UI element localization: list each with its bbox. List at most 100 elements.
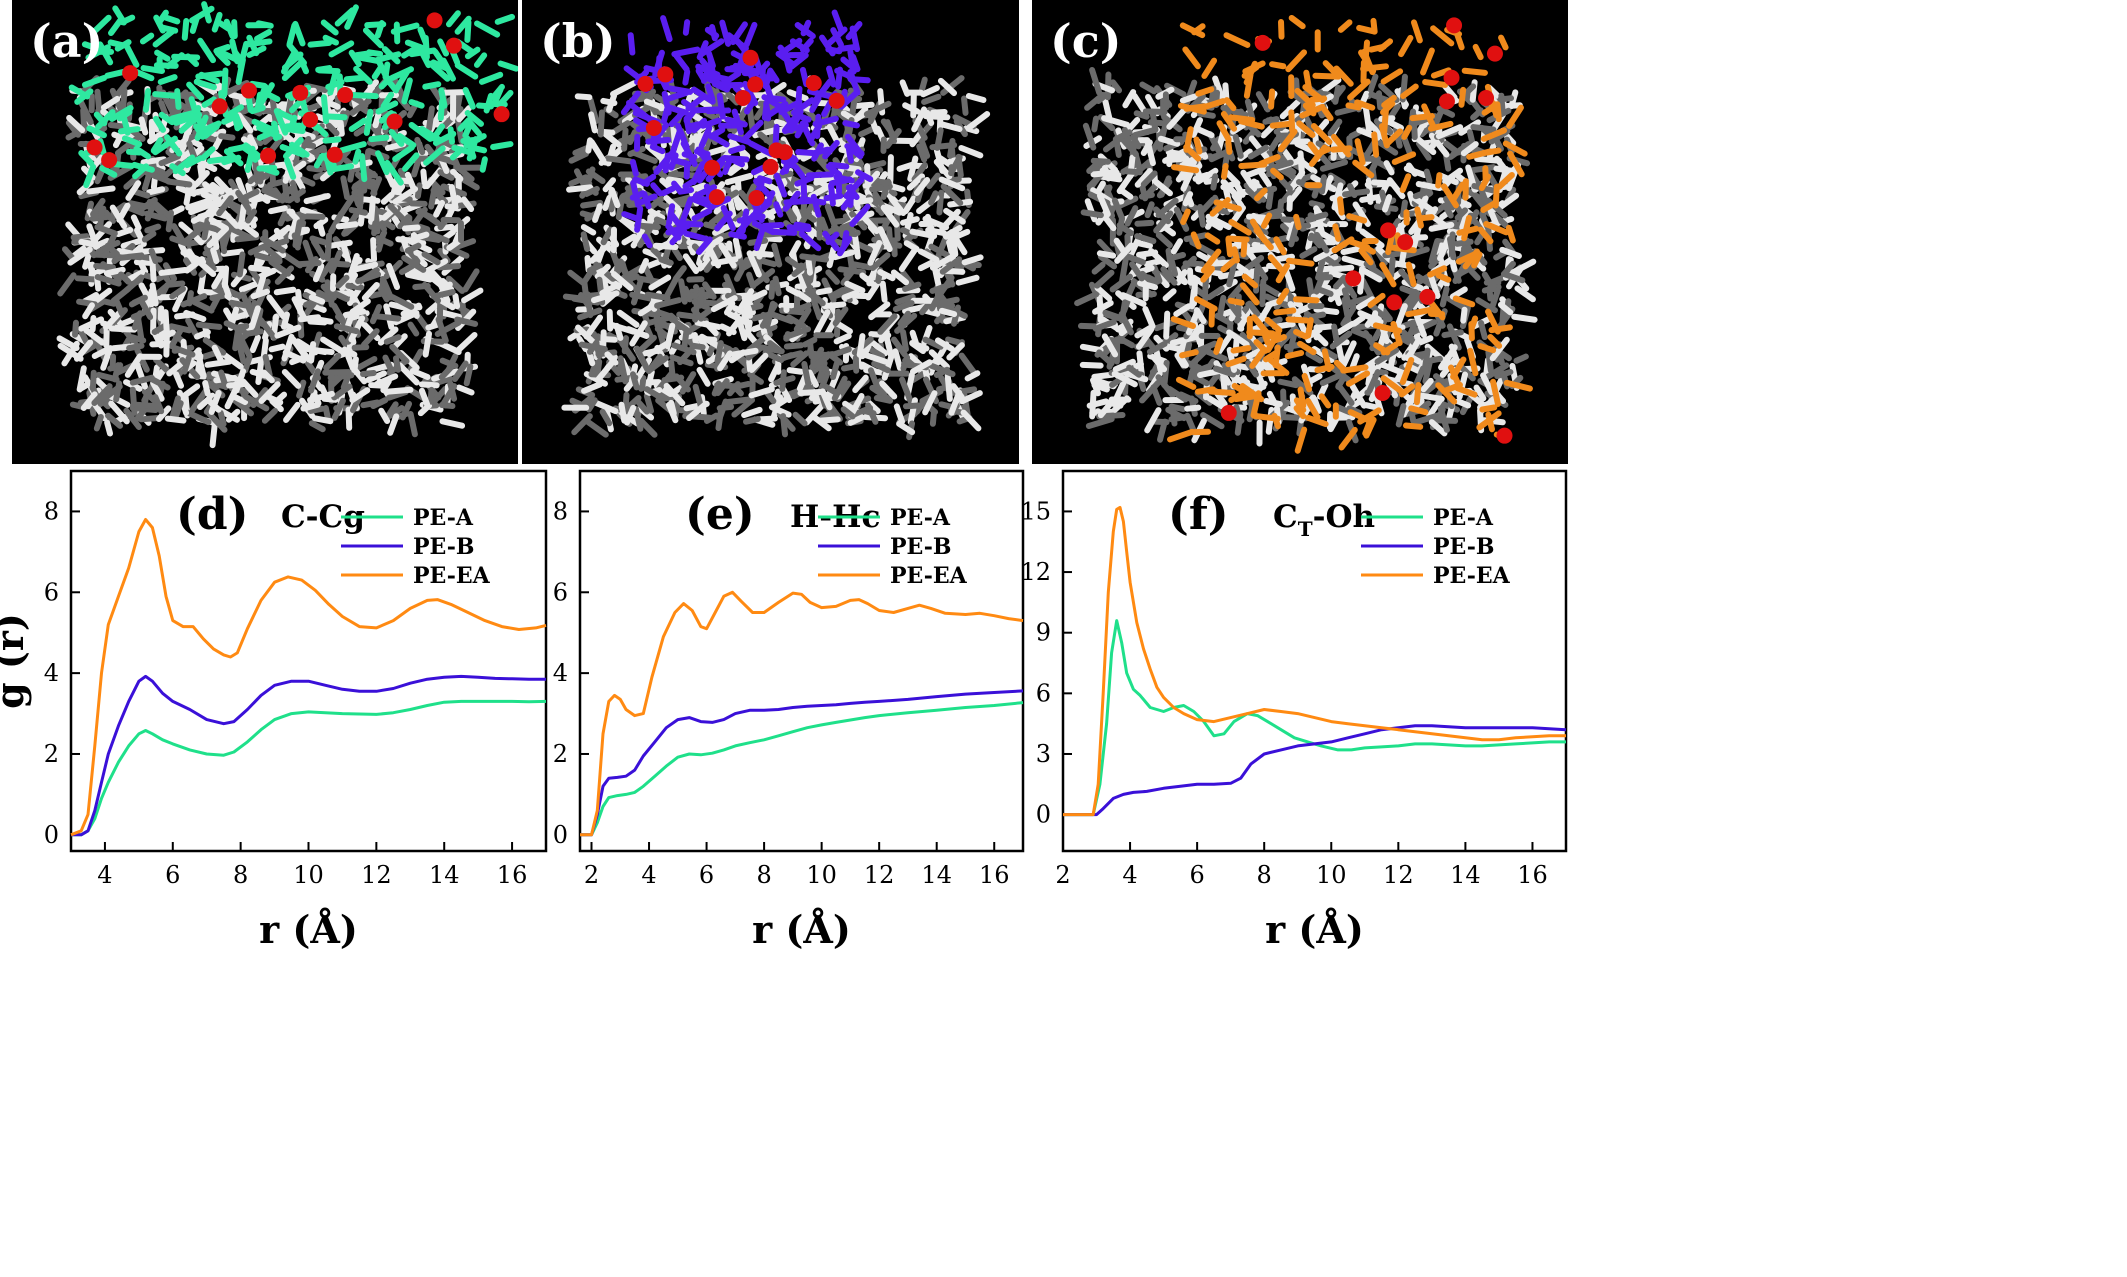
x-tick-label: 10: [1316, 861, 1347, 889]
legend-label: PE-EA: [890, 563, 968, 589]
oxygen-atom: [445, 37, 462, 54]
oxygen-atom: [742, 49, 759, 66]
oxygen-atom: [776, 144, 793, 161]
x-tick-label: 2: [1055, 861, 1070, 889]
oxygen-atom: [657, 66, 674, 83]
oxygen-atom: [1397, 234, 1414, 251]
oxygen-atom: [734, 89, 751, 106]
series-line-pe-ea: [580, 590, 1024, 837]
oxygen-atom: [386, 113, 403, 130]
x-tick-label: 12: [864, 861, 895, 889]
y-tick-label: 0: [44, 821, 59, 849]
series-line-pe-b: [580, 689, 1024, 837]
x-tick-label: 6: [1189, 861, 1204, 889]
y-tick-label: 6: [1036, 679, 1051, 707]
x-tick-label: 8: [1257, 861, 1272, 889]
panel-label-a: (a): [30, 14, 104, 68]
oxygen-atom: [211, 98, 228, 115]
x-tick-label: 4: [1122, 861, 1137, 889]
oxygen-atom: [86, 139, 103, 156]
x-tick-label: 12: [1383, 861, 1414, 889]
x-tick-label: 4: [641, 861, 656, 889]
oxygen-atom: [1443, 69, 1460, 86]
panel-label-c: (c): [1050, 14, 1122, 68]
oxygen-atom: [337, 87, 354, 104]
x-tick-label: 16: [979, 861, 1010, 889]
series-line-pe-a: [580, 701, 1024, 837]
x-tick-label: 8: [756, 861, 771, 889]
y-tick-label: 3: [1036, 740, 1051, 768]
snapshot-panel-a: (a): [12, 0, 518, 464]
legend-label: PE-A: [413, 505, 474, 531]
snapshot-panel-b: (b): [522, 0, 1019, 464]
x-tick-label: 16: [497, 861, 528, 889]
functional-group-sticks: [1167, 14, 1533, 454]
y-tick-label: 4: [44, 659, 59, 687]
oxygen-atom: [748, 189, 765, 206]
panel-label-b: (b): [540, 14, 616, 68]
x-tick-label: 4: [97, 861, 112, 889]
x-tick-label: 14: [429, 861, 460, 889]
legend-label: PE-A: [1433, 505, 1494, 531]
plot-frame: [1061, 469, 1568, 853]
oxygen-atom: [747, 76, 764, 93]
x-tick-label: 12: [361, 861, 392, 889]
functional-group-sticks: [68, 1, 518, 189]
panel-label: (f): [1168, 489, 1229, 540]
legend-label: PE-A: [890, 505, 951, 531]
chart-title: CT-Oh: [1273, 499, 1375, 541]
y-axis-label: g (r): [0, 613, 32, 709]
x-axis-label: r (Å): [1265, 907, 1364, 952]
snapshot-panel-c: (c): [1032, 0, 1568, 464]
y-tick-label: 8: [44, 497, 59, 525]
y-tick-label: 6: [44, 578, 59, 606]
oxygen-atom: [1380, 222, 1397, 239]
oxygen-atom: [1438, 93, 1455, 110]
oxygen-atom: [708, 189, 725, 206]
oxygen-atom: [1419, 288, 1436, 305]
legend-label: PE-EA: [413, 563, 491, 589]
oxygen-atom: [101, 152, 118, 169]
functional-group-sticks: [620, 9, 874, 257]
series-line-pe-ea: [1063, 505, 1566, 817]
y-tick-label: 4: [553, 659, 568, 687]
oxygen-atom: [637, 75, 654, 92]
y-tick-label: 2: [553, 740, 568, 768]
legend-label: PE-B: [413, 534, 474, 560]
y-tick-label: 6: [553, 578, 568, 606]
legend-label: PE-B: [1433, 534, 1494, 560]
x-axis-label: r (Å): [259, 907, 358, 952]
legend-label: PE-EA: [1433, 563, 1511, 589]
legend-label: PE-B: [890, 534, 951, 560]
series-line-pe-a: [71, 699, 547, 837]
oxygen-atom: [1386, 294, 1403, 311]
oxygen-atom: [1254, 34, 1271, 51]
oxygen-atom: [762, 158, 779, 175]
oxygen-atom: [828, 92, 845, 109]
x-tick-label: 14: [921, 861, 952, 889]
y-tick-label: 0: [553, 821, 568, 849]
y-tick-label: 2: [44, 740, 59, 768]
series-line-pe-b: [1063, 724, 1567, 817]
oxygen-atom: [1374, 384, 1391, 401]
x-tick-label: 2: [584, 861, 599, 889]
oxygen-atom: [1496, 427, 1513, 444]
x-tick-label: 14: [1450, 861, 1481, 889]
series-line-pe-a: [1063, 619, 1566, 817]
y-tick-label: 12: [1020, 558, 1051, 586]
molecule-sticks: [56, 75, 484, 449]
oxygen-atom: [426, 12, 443, 29]
panel-label: (d): [176, 489, 248, 540]
oxygen-atom: [302, 111, 319, 128]
oxygen-atom: [1220, 404, 1237, 421]
plot-frame: [578, 469, 1025, 853]
oxygen-atom: [240, 82, 257, 99]
snapshot-render-b: [561, 9, 991, 441]
x-tick-label: 8: [233, 861, 248, 889]
y-tick-label: 0: [1036, 801, 1051, 829]
oxygen-atom: [1446, 17, 1463, 34]
oxygen-atom: [704, 159, 721, 176]
